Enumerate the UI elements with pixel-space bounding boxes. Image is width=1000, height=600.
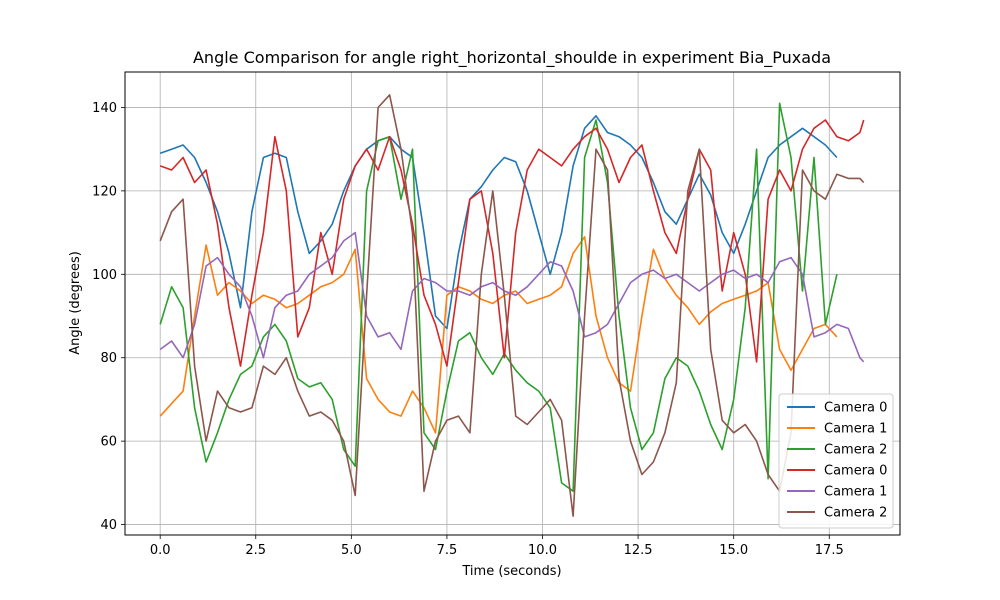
legend-label: Camera 1: [824, 485, 887, 500]
series-line-3: [159, 119, 865, 367]
legend-label: Camera 2: [824, 443, 887, 458]
series-line-5: [159, 94, 865, 518]
x-axis-title: Time (seconds): [461, 564, 561, 579]
plot-lines: [159, 94, 865, 518]
y-tick-label: 80: [100, 351, 117, 366]
legend-label: Camera 1: [824, 422, 887, 437]
axis-ticks: 0.0 2.5 5.0 7.5 10.0 12.5 15.0 17.5 40 60 80 100 120…: [92, 101, 844, 558]
legend-label: Camera 2: [824, 506, 887, 521]
x-tick-label: 2.5: [245, 543, 266, 558]
x-tick-label: 10.0: [528, 543, 557, 558]
y-tick-label: 60: [100, 435, 117, 450]
x-tick-label: 7.5: [437, 543, 458, 558]
y-tick-label: 100: [92, 268, 117, 283]
plot-area-frame: [124, 71, 901, 536]
x-tick-label: 17.5: [815, 543, 844, 558]
y-tick-label: 120: [92, 184, 117, 199]
x-tick-label: 12.5: [624, 543, 653, 558]
chart-title: Angle Comparison for angle right_horizon…: [193, 48, 831, 68]
x-tick-label: 5.0: [341, 543, 362, 558]
legend-label: Camera 0: [824, 401, 887, 416]
x-tick-label: 15.0: [719, 543, 748, 558]
y-tick-label: 140: [92, 101, 117, 116]
y-axis-title: Angle (degrees): [68, 251, 83, 355]
x-tick-label: 0.0: [150, 543, 171, 558]
series-line-4: [159, 231, 865, 363]
y-tick-label: 40: [100, 518, 117, 533]
series-line-2: [159, 102, 838, 493]
legend-label: Camera 0: [824, 464, 887, 479]
legend: Camera 0 Camera 1 Camera 2 Camera 0 Camera 1…: [778, 393, 894, 529]
